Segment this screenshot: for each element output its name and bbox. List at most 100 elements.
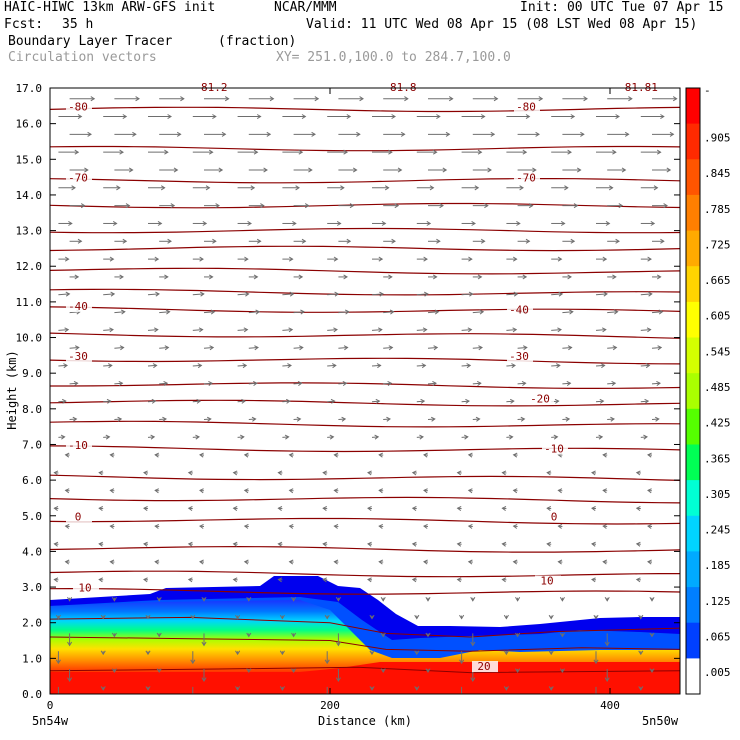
vector-head [612,345,618,351]
y-tick-label: 5.0 [22,510,42,523]
vector-head [202,220,208,226]
colorbar-swatch [686,266,700,303]
vector-head [210,309,216,315]
vector-head [555,363,561,369]
forecast-hours: 35 h [62,17,94,32]
vector-head [467,327,473,333]
vector-head [251,416,257,422]
y-tick-label: 8.0 [22,403,42,416]
circulation-vector [192,400,201,403]
vector-head [612,149,617,155]
vector-head [277,506,283,511]
circulation-vector [651,382,661,385]
vector-head [512,256,518,262]
vector-head [80,203,86,209]
vector-head [591,577,596,583]
circulation-vector [651,346,662,349]
circulation-vector [371,364,381,367]
x-tick-label: 200 [320,699,340,712]
vector-head [128,167,134,173]
vector-head [425,597,431,602]
vector-head [635,506,641,511]
vector-head [378,488,384,494]
circulation-vector [595,400,604,403]
vector-head [180,96,185,102]
vector-head [156,632,162,638]
vector-head [176,131,182,137]
isotherm-line [50,570,680,578]
vector-head [292,220,297,226]
circulation-vector [282,293,294,296]
colorbar-label: .065 [704,631,731,644]
circulation-vector [248,311,260,314]
vector-head [243,488,249,494]
circulation-vector [551,293,563,296]
circulation-vector [338,382,347,385]
isotherm-line [50,306,680,313]
vector-head [156,668,162,673]
vector-head [125,203,131,209]
vector-head [379,291,384,297]
x-right-endpoint: 5n50w [642,714,679,728]
vector-head [254,345,259,351]
vector-head [423,256,428,262]
vector-head [100,614,106,620]
vector-head [155,291,160,297]
vector-head [120,309,126,315]
vector-head [67,641,73,647]
vector-head [647,452,652,458]
vector-head [470,597,476,602]
vector-head [602,523,608,529]
contour-label-bg [535,575,561,587]
x-axis-label: Distance (km) [318,714,412,728]
x-left-endpoint: 5n54w [32,714,69,728]
contour-label-bg [514,101,540,113]
vector-head [538,96,544,102]
colorbar-label: .185 [704,559,731,572]
circulation-vector [327,364,336,367]
vector-head [352,167,358,173]
circulation-vector [506,400,514,403]
vector-head [198,327,204,333]
vector-head [672,96,678,102]
vector-head [512,452,518,458]
vector-head [635,470,641,476]
circulation-vector [58,293,70,296]
circulation-vector [159,382,168,385]
vector-head [55,614,61,620]
colorbar-label: .365 [704,452,731,465]
vector-head [263,167,268,173]
colorbar-label: .605 [704,310,731,323]
contour-label: -80 [516,100,536,113]
vector-head [296,416,302,422]
contour-label-bg [472,661,498,673]
vector-head [117,416,123,422]
vector-head [98,541,104,547]
vector-head [425,632,431,638]
vector-head [64,452,70,458]
circulation-vector [58,329,69,331]
isotherm-line [50,420,680,428]
circulation-vector [293,382,302,385]
vector-head [67,677,73,682]
vector-head [567,274,572,280]
vector-head [239,434,245,440]
vector-head [557,256,563,262]
circulation-vector [607,346,617,349]
circulation-vector [383,382,392,385]
vector-head [63,363,68,369]
vector-head [501,506,507,511]
circulation-vector [327,329,338,331]
vector-head [391,114,396,120]
vector-head [295,185,300,191]
vector-head [493,96,499,102]
vector-head [277,541,283,547]
circulation-vector [506,293,518,296]
y-tick-label: 6.0 [22,474,42,487]
vector-head [64,256,70,262]
vector-head [269,96,275,102]
y-tick-label: 9.0 [22,367,42,380]
vector-head [503,614,509,620]
vector-head [638,686,644,691]
vector-head [232,577,238,583]
